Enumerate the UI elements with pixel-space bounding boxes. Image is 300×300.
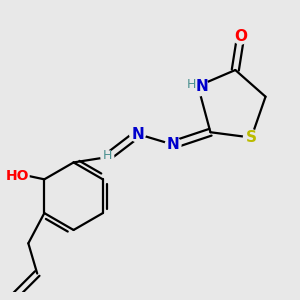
Text: N: N [167,137,179,152]
Circle shape [188,76,208,96]
Text: N: N [196,79,208,94]
Text: H: H [103,149,112,162]
Circle shape [244,130,259,146]
Circle shape [101,151,114,164]
Text: HO: HO [6,169,29,183]
Text: N: N [131,127,144,142]
Circle shape [233,28,248,44]
Text: H: H [187,78,196,91]
Circle shape [165,137,181,152]
Text: S: S [246,130,257,145]
Circle shape [130,126,146,142]
Circle shape [6,164,29,187]
Text: O: O [234,29,247,44]
